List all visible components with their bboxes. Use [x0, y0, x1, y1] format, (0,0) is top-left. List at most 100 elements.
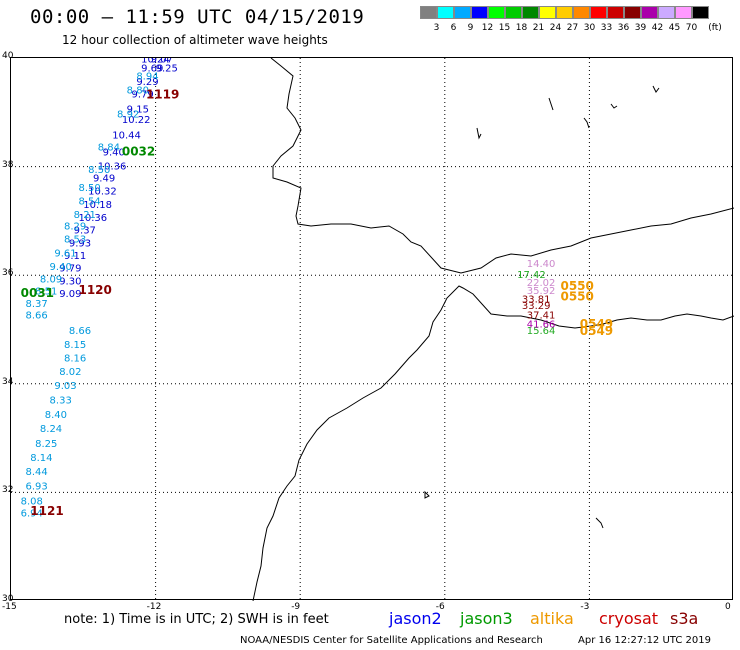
wave-height-label: 41.66	[527, 319, 556, 330]
map-frame: 10.24 9.07 9.69 9.25 9.29 9.79 9.15 10.22 10.44 9…	[10, 57, 734, 601]
wave-height-label: 8.15	[64, 340, 86, 351]
y-tick-label: 30	[2, 594, 14, 604]
wave-height-label: 9.15	[127, 104, 149, 115]
scale-swatch	[437, 6, 454, 19]
wave-height-label: 9.25	[156, 64, 178, 75]
wave-height-label: 6.94	[21, 508, 43, 519]
wave-height-label: 8.21	[74, 210, 96, 221]
coastline	[252, 58, 734, 601]
wave-height-label: 8.94	[136, 72, 158, 83]
wave-height-label: 17.42	[517, 270, 546, 281]
wave-height-label: 8.53	[64, 235, 86, 246]
wave-height-label: 9.37	[74, 225, 96, 236]
wave-height-label: 10.18	[83, 200, 112, 211]
wave-height-label: 8.66	[69, 326, 91, 337]
y-tick-label: 38	[2, 159, 14, 170]
scale-label: 30	[583, 23, 596, 33]
wave-height-label: 33.81	[522, 294, 551, 305]
wave-height-label: 8.40	[45, 410, 67, 421]
wave-height-label: 33.29	[522, 301, 551, 312]
wave-height-label: 9.49	[93, 173, 115, 184]
wave-height-label: 37.41	[527, 311, 556, 322]
scale-swatch	[573, 6, 590, 19]
wave-height-label: 8.80	[127, 85, 149, 96]
scale-label: 24	[549, 23, 562, 33]
wave-height-label: 14.40	[527, 259, 556, 270]
y-tick-label: 36	[2, 268, 14, 279]
scale-label: 33	[600, 23, 613, 33]
wave-height-label: 8.37	[25, 299, 47, 310]
x-tick-label: -9	[291, 602, 301, 612]
wave-height-label: 9.29	[136, 77, 158, 88]
pass-time-label: 0550	[560, 279, 593, 293]
wave-height-label: 8.16	[64, 354, 86, 365]
wave-height-label: 8.24	[40, 424, 62, 435]
scale-label: 21	[532, 23, 545, 33]
wave-height-label: 35.92	[527, 286, 556, 297]
wave-height-label: 10.24	[141, 58, 170, 65]
x-tick-label: -15	[2, 602, 17, 612]
scale-swatch	[539, 6, 556, 19]
pass-time-label: 0549	[580, 324, 613, 338]
wave-height-label: 8.84	[98, 142, 120, 153]
scale-swatch	[471, 6, 488, 19]
wave-height-label: 10.36	[98, 161, 127, 172]
scale-swatch	[590, 6, 607, 19]
scale-label: 70	[685, 23, 698, 33]
wave-height-label: 8.14	[30, 453, 52, 464]
wave-height-label: 10.32	[88, 186, 117, 197]
pass-time-label: 1119	[146, 88, 179, 102]
wave-height-label: 8.66	[25, 311, 47, 322]
scale-swatch	[488, 6, 505, 19]
y-tick-label: 34	[2, 376, 14, 387]
scale-label: 12	[481, 23, 494, 33]
scale-label: 39	[634, 23, 647, 33]
scale-swatch	[420, 6, 437, 19]
gridlines	[11, 58, 734, 601]
wave-height-label: 15.64	[527, 326, 556, 337]
wave-height-label: 9.09	[59, 289, 81, 300]
scale-label: 42	[651, 23, 664, 33]
legend-entry-jason2: jason2	[389, 609, 442, 628]
wave-height-label: 9.93	[69, 238, 91, 249]
scale-swatch	[658, 6, 675, 19]
generation-timestamp: Apr 16 12:27:12 UTC 2019	[578, 635, 711, 646]
pass-time-label: 0549	[580, 317, 613, 331]
wave-height-label: 8.51	[35, 287, 57, 298]
wave-height-label: 6.93	[25, 482, 47, 493]
wave-height-label: 8.50	[78, 183, 100, 194]
wave-height-label: 8.92	[117, 110, 139, 121]
scale-swatch	[556, 6, 573, 19]
y-tick-label: 32	[2, 485, 14, 496]
legend-entry-cryosat: cryosat	[599, 609, 659, 628]
legend-entry-s3a: s3a	[670, 609, 699, 628]
wave-height-label: 10.22	[122, 115, 151, 126]
footnote: note: 1) Time is in UTC; 2) SWH is in fe…	[64, 612, 329, 627]
scale-label: 9	[467, 23, 474, 33]
wave-height-label: 8.50	[88, 165, 110, 176]
wave-height-label: 8.25	[35, 439, 57, 450]
wave-height-label: 8.54	[78, 197, 100, 208]
scale-swatch	[675, 6, 692, 19]
wave-height-label: 9.30	[59, 276, 81, 287]
wave-height-label: 8.33	[50, 395, 72, 406]
y-tick-label: 40	[2, 51, 14, 61]
wave-height-label: 10.36	[78, 213, 107, 224]
wave-height-label: 9.79	[59, 263, 81, 274]
wave-height-label: 9.11	[64, 251, 86, 262]
wave-height-label: 8.08	[21, 496, 43, 507]
scale-label: 6	[450, 23, 457, 33]
scale-label: 27	[566, 23, 579, 33]
scale-swatch	[522, 6, 539, 19]
scale-swatch	[454, 6, 471, 19]
map-subtitle: 12 hour collection of altimeter wave hei…	[62, 33, 328, 47]
wave-height-label: 9.61	[54, 249, 76, 260]
pass-time-label: 0550	[560, 290, 593, 304]
x-tick-label: -6	[435, 602, 445, 612]
legend-entry-jason3: jason3	[460, 609, 513, 628]
wave-height-label: 9.07	[151, 58, 173, 65]
wave-height-label: 9.03	[54, 381, 76, 392]
scale-label: 36	[617, 23, 630, 33]
